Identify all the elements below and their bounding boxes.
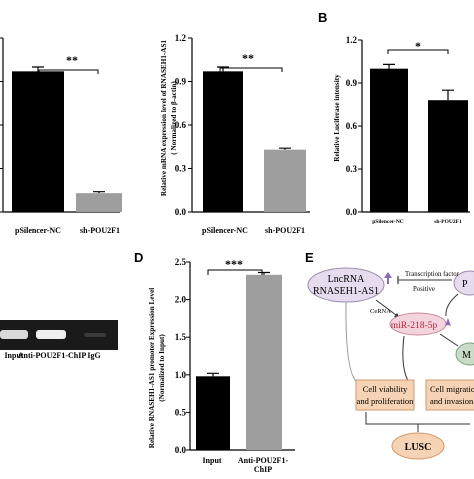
- lusc-node: [391, 432, 445, 460]
- chart-a-xtick-1: sh-POU2F1: [80, 226, 120, 235]
- panel-label-d: D: [134, 250, 143, 265]
- chart-a-bar-0: [12, 71, 64, 212]
- chart-b1-errorbar-1: [279, 147, 291, 150]
- chart-d-ylabel: Relative RNASEH1-AS1 promoter Expression…: [148, 288, 156, 449]
- chart-b1-ytick-label: 0.6: [175, 120, 187, 130]
- lncrna-up-arrow-icon: [384, 272, 392, 284]
- chart-a-xtick-0: pSilencer-NC: [15, 226, 61, 235]
- chart-d-errorbar-1: [258, 271, 270, 275]
- panel-label-b: B: [318, 10, 327, 25]
- chart-b2-significance: *: [415, 39, 421, 53]
- gel-lane-input: Input: [4, 351, 23, 360]
- lncrna-label: LncRNA: [328, 274, 365, 285]
- chart-d-ytick-label: 1.5: [175, 332, 187, 342]
- chart-a-bracket: [39, 69, 99, 74]
- lusc-label: LUSC: [405, 442, 432, 453]
- tf-label: Transcription factor: [405, 271, 460, 278]
- chart-b1-ytick-label: 0.3: [175, 164, 187, 174]
- chart-b1: Relative mRNA expression level of RNASEH…: [160, 33, 310, 235]
- chart-d-bar-1: [246, 274, 282, 450]
- chart-b1-ytick-label: 0.0: [175, 207, 187, 217]
- chart-d-ytick-label: 2.5: [175, 257, 187, 267]
- chart-b2-errorbar-0: [383, 63, 395, 69]
- chart-d-significance: ***: [225, 257, 243, 271]
- chart-d-ytick-label: 2.0: [175, 295, 187, 305]
- chart-b2-bar-1: [428, 100, 468, 212]
- box-migration-label-2: and invasion: [430, 396, 474, 406]
- chart-d-ylabel-2: (Normalized to Input): [158, 334, 166, 402]
- pou2f1-node: [453, 270, 474, 296]
- chart-d-xtick-1-line2: ChIP: [254, 465, 272, 474]
- chart-b1-ytick-label: 0.9: [175, 77, 187, 87]
- chart-a-errorbar-1: [93, 191, 105, 194]
- chart-b1-ylabel: Relative mRNA expression level of RNASEH…: [160, 40, 168, 197]
- chart-b2-ytick-label: 0.3: [346, 164, 358, 174]
- chart-b2-ylabel: Relative Luciferase intensity: [333, 74, 341, 162]
- chart-b1-ylabel-2: ( Normalized to β-actin): [170, 81, 178, 155]
- chart-a-bar-1: [76, 193, 122, 212]
- gel-lane-chip: Anti-POU2F1-ChIP: [18, 351, 87, 360]
- box-viability-label: Cell viability: [363, 384, 408, 394]
- panel-label-e: E: [305, 250, 314, 265]
- mir-label: miR-218-5p: [391, 321, 438, 331]
- chart-b1-xtick-0: pSilencer-NC: [202, 226, 248, 235]
- pathway-diagram: LncRNA RNASEH1-AS1 P Transcription facto…: [307, 267, 474, 460]
- chart-b2-errorbar-1: [442, 89, 454, 101]
- gel-lane-igg: IgG: [87, 351, 100, 360]
- target-partial-label: M: [462, 350, 471, 361]
- chart-d-ytick-label: 0.5: [175, 407, 187, 417]
- gel-band-chip: [36, 330, 66, 339]
- box-viability-label-2: and proliferation: [357, 396, 415, 406]
- chart-b2-ytick-label: 0.0: [346, 207, 358, 217]
- chart-b1-bar-1: [264, 149, 306, 212]
- chart-b2-bar-0: [370, 68, 408, 213]
- box-migration: [425, 379, 474, 411]
- gel-image: Input Anti-POU2F1-ChIP IgG: [0, 320, 118, 360]
- cerna-label: CeRNA: [370, 308, 391, 315]
- chart-a-significance: **: [66, 53, 78, 67]
- chart-a: ** pSilencer-NC sh-POU2F1: [0, 37, 122, 235]
- chart-d-bracket: [207, 269, 263, 275]
- chart-d-xtick-1-line1: Anti-POU2F1-: [238, 456, 289, 465]
- box-viability: [355, 379, 415, 411]
- chart-b1-bar-0: [203, 71, 243, 212]
- chart-b2-xtick-0: pSilencer-NC: [372, 219, 404, 225]
- chart-b2: Relative Luciferase intensity 0.0 0.3 0.6 0…: [333, 35, 470, 225]
- chart-a-errorbar-0: [32, 66, 44, 72]
- chart-d-ytick-label: 1.0: [175, 370, 187, 380]
- chart-b1-bracket: [219, 67, 283, 72]
- chart-d: Relative RNASEH1-AS1 promoter Expression…: [148, 257, 295, 474]
- chart-d-xtick-0: Input: [202, 456, 221, 465]
- box-migration-label: Cell migration: [430, 384, 474, 394]
- chart-b1-ytick-label: 1.2: [175, 33, 187, 43]
- chart-b2-ytick-label: 1.2: [346, 35, 358, 45]
- chart-b2-xtick-1: sh-POU2F1: [434, 219, 462, 225]
- positive-label: Positive: [413, 286, 435, 293]
- target-node: [455, 342, 474, 366]
- lncrna-label-2: RNASEH1-AS1: [313, 286, 379, 297]
- pou2f1-partial-label: P: [462, 279, 468, 290]
- chart-b1-xtick-1: sh-POU2F1: [265, 226, 305, 235]
- gel-band-input: [0, 330, 28, 339]
- mir-down-arrow-icon: [445, 318, 451, 326]
- chart-d-errorbar-0: [207, 372, 219, 377]
- chart-b2-ytick-label: 0.9: [346, 78, 358, 88]
- chart-d-ytick-label: 0.0: [175, 445, 187, 455]
- chart-b1-significance: **: [242, 51, 254, 65]
- chart-b2-ytick-label: 0.6: [346, 121, 358, 131]
- gel-band-igg: [84, 333, 106, 337]
- chart-d-bar-0: [196, 376, 230, 450]
- chart-b2-bracket: [387, 49, 449, 54]
